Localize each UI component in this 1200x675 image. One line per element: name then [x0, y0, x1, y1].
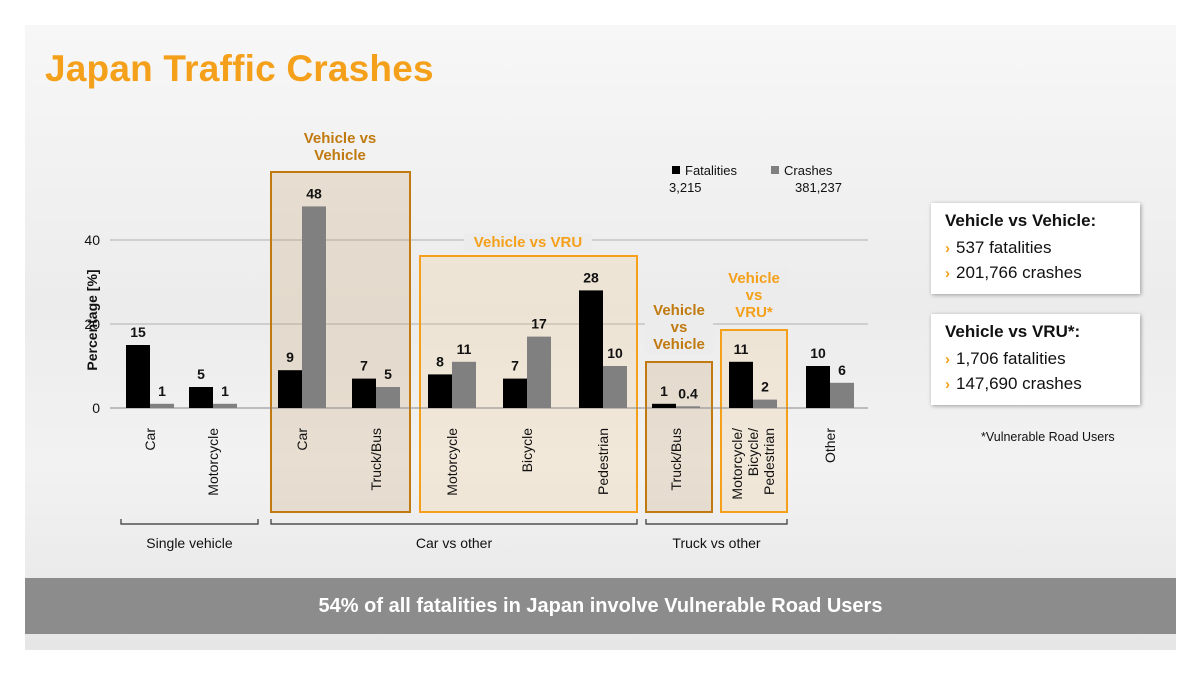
summary-fatalities: › 537 fatalities	[945, 236, 1128, 261]
legend-swatch-fatalities	[672, 166, 680, 174]
data-label-crashes: 1	[158, 383, 166, 399]
legend-total-fatalities: 3,215	[669, 180, 702, 195]
bar-crashes	[150, 403, 174, 408]
box-label-background	[463, 233, 593, 252]
data-label-fatalities: 9	[286, 349, 294, 365]
bar-fatalities	[352, 378, 376, 408]
group-label: Single vehicle	[146, 535, 233, 551]
data-label-fatalities: 15	[130, 324, 146, 340]
bar-fatalities	[126, 345, 150, 408]
bar-crashes	[753, 399, 777, 408]
data-label-fatalities: 10	[810, 345, 826, 361]
page-title: Japan Traffic Crashes	[45, 48, 434, 89]
summary-fatalities-text: 1,706 fatalities	[956, 349, 1066, 368]
category-label: Truck/Bus	[368, 428, 384, 491]
highlight-box	[720, 329, 788, 513]
data-label-fatalities: 7	[360, 358, 368, 374]
bar-crashes	[527, 336, 551, 408]
legend-label-crashes: Crashes	[784, 163, 833, 178]
bar-fatalities	[189, 387, 213, 408]
category-label: Motorcycle	[205, 428, 221, 496]
box-label: Vehicle vs VRU	[474, 234, 582, 251]
data-label-fatalities: 8	[436, 353, 444, 369]
bar-fatalities	[729, 361, 753, 408]
bar-crashes	[213, 403, 237, 408]
bar-crashes	[830, 382, 854, 408]
box-label-background	[719, 269, 789, 322]
bar-crashes	[452, 361, 476, 408]
y-axis-label: Percentage [%]	[84, 269, 100, 370]
bar-crashes	[603, 366, 627, 408]
bar-fatalities	[278, 370, 302, 408]
data-label-crashes: 10	[607, 345, 623, 361]
summary-box-vehicle-vs-vehicle: Vehicle vs Vehicle: › 537 fatalities › 201…	[931, 203, 1140, 294]
legend-label-fatalities: Fatalities	[685, 163, 738, 178]
data-label-crashes: 1	[221, 383, 229, 399]
summary-heading: Vehicle vs VRU*:	[945, 322, 1081, 341]
box-label: Vehicle vs Vehicle	[304, 130, 377, 164]
box-label: Vehicle vs VRU*	[728, 270, 780, 321]
bar-fatalities	[579, 290, 603, 408]
data-label-crashes: 17	[531, 316, 547, 332]
y-tick-label: 40	[84, 232, 100, 248]
data-label-fatalities: 5	[197, 366, 205, 382]
data-label-crashes: 0.4	[678, 385, 698, 401]
footnote: *Vulnerable Road Users	[981, 430, 1115, 444]
category-label: Bicycle	[519, 428, 535, 473]
highlight-box	[270, 171, 411, 513]
summary-crashes-text: 201,766 crashes	[956, 263, 1082, 282]
group-label: Car vs other	[416, 535, 493, 551]
category-label: Car	[294, 428, 310, 451]
summary-heading: Vehicle vs Vehicle:	[945, 211, 1097, 230]
summary-fatalities-text: 537 fatalities	[956, 238, 1052, 257]
bar-crashes	[302, 206, 326, 408]
group-bracket	[270, 519, 638, 525]
summary-crashes: › 147,690 crashes	[945, 372, 1128, 397]
category-label: Other	[822, 428, 838, 463]
summary-box-vehicle-vs-vru: Vehicle vs VRU*: › 1,706 fatalities › 147,…	[931, 314, 1140, 405]
category-label: Pedestrian	[595, 428, 611, 495]
summary-fatalities: › 1,706 fatalities	[945, 347, 1128, 372]
data-label-crashes: 5	[384, 366, 392, 382]
data-label-fatalities: 28	[583, 269, 599, 285]
chevron-right-icon: ›	[945, 240, 950, 257]
category-label: Truck/Bus	[668, 428, 684, 491]
chevron-right-icon: ›	[945, 351, 950, 368]
group-bracket	[645, 519, 788, 525]
data-label-crashes: 2	[761, 379, 769, 395]
summary-crashes-text: 147,690 crashes	[956, 374, 1082, 393]
legend-total-crashes: 381,237	[795, 180, 842, 195]
box-label-background	[644, 301, 714, 354]
group-bracket	[120, 519, 259, 525]
y-tick-label: 20	[84, 316, 100, 332]
data-label-crashes: 6	[838, 362, 846, 378]
bar-fatalities	[652, 403, 676, 408]
legend-swatch-crashes	[771, 166, 779, 174]
chevron-right-icon: ›	[945, 376, 950, 393]
data-label-fatalities: 11	[734, 341, 749, 357]
bar-fatalities	[806, 366, 830, 408]
category-label: Motorcycle/Bicycle/Pedestrian	[729, 428, 777, 500]
highlight-box	[645, 361, 713, 513]
bar-crashes	[376, 387, 400, 408]
bar-fatalities	[503, 378, 527, 408]
data-label-fatalities: 7	[511, 358, 519, 374]
chevron-right-icon: ›	[945, 265, 950, 282]
category-label: Car	[142, 428, 158, 451]
bar-fatalities	[428, 374, 452, 408]
group-label: Truck vs other	[672, 535, 761, 551]
data-label-crashes: 11	[457, 341, 472, 357]
y-tick-label: 0	[92, 400, 100, 416]
category-label: Motorcycle	[444, 428, 460, 496]
summary-crashes: › 201,766 crashes	[945, 261, 1128, 286]
data-label-fatalities: 1	[660, 383, 668, 399]
data-label-crashes: 48	[306, 185, 322, 201]
conclusion-banner: 54% of all fatalities in Japan involve V…	[25, 578, 1176, 634]
box-label: Vehicle vs Vehicle	[653, 302, 705, 353]
bar-crashes	[676, 406, 700, 408]
